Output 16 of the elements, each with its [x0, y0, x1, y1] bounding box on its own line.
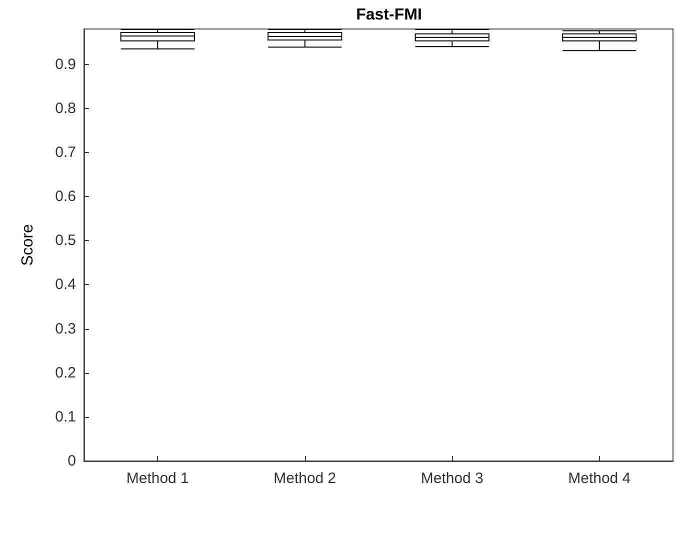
- x-tick-label: Method 1: [126, 470, 189, 487]
- x-tick-label: Method 4: [568, 470, 631, 487]
- y-tick-label: 0.7: [55, 144, 76, 161]
- y-tick-label: 0.9: [55, 56, 76, 73]
- y-tick-label: 0.3: [55, 320, 76, 338]
- chart-title: Fast-FMI: [356, 6, 422, 24]
- y-axis-title: Score: [20, 224, 36, 266]
- x-tick-label: Method 3: [420, 470, 484, 487]
- x-tick-label: Method 2: [274, 470, 336, 487]
- y-tick-label: 0.2: [55, 364, 76, 382]
- y-tick-label: 0.4: [55, 276, 76, 294]
- y-tick-label: 0.1: [55, 408, 76, 426]
- y-tick-label: 0: [68, 452, 76, 470]
- y-tick-label: 0.6: [55, 188, 76, 206]
- y-tick-label: 0.8: [55, 100, 76, 117]
- y-tick-label: 0.5: [55, 232, 76, 250]
